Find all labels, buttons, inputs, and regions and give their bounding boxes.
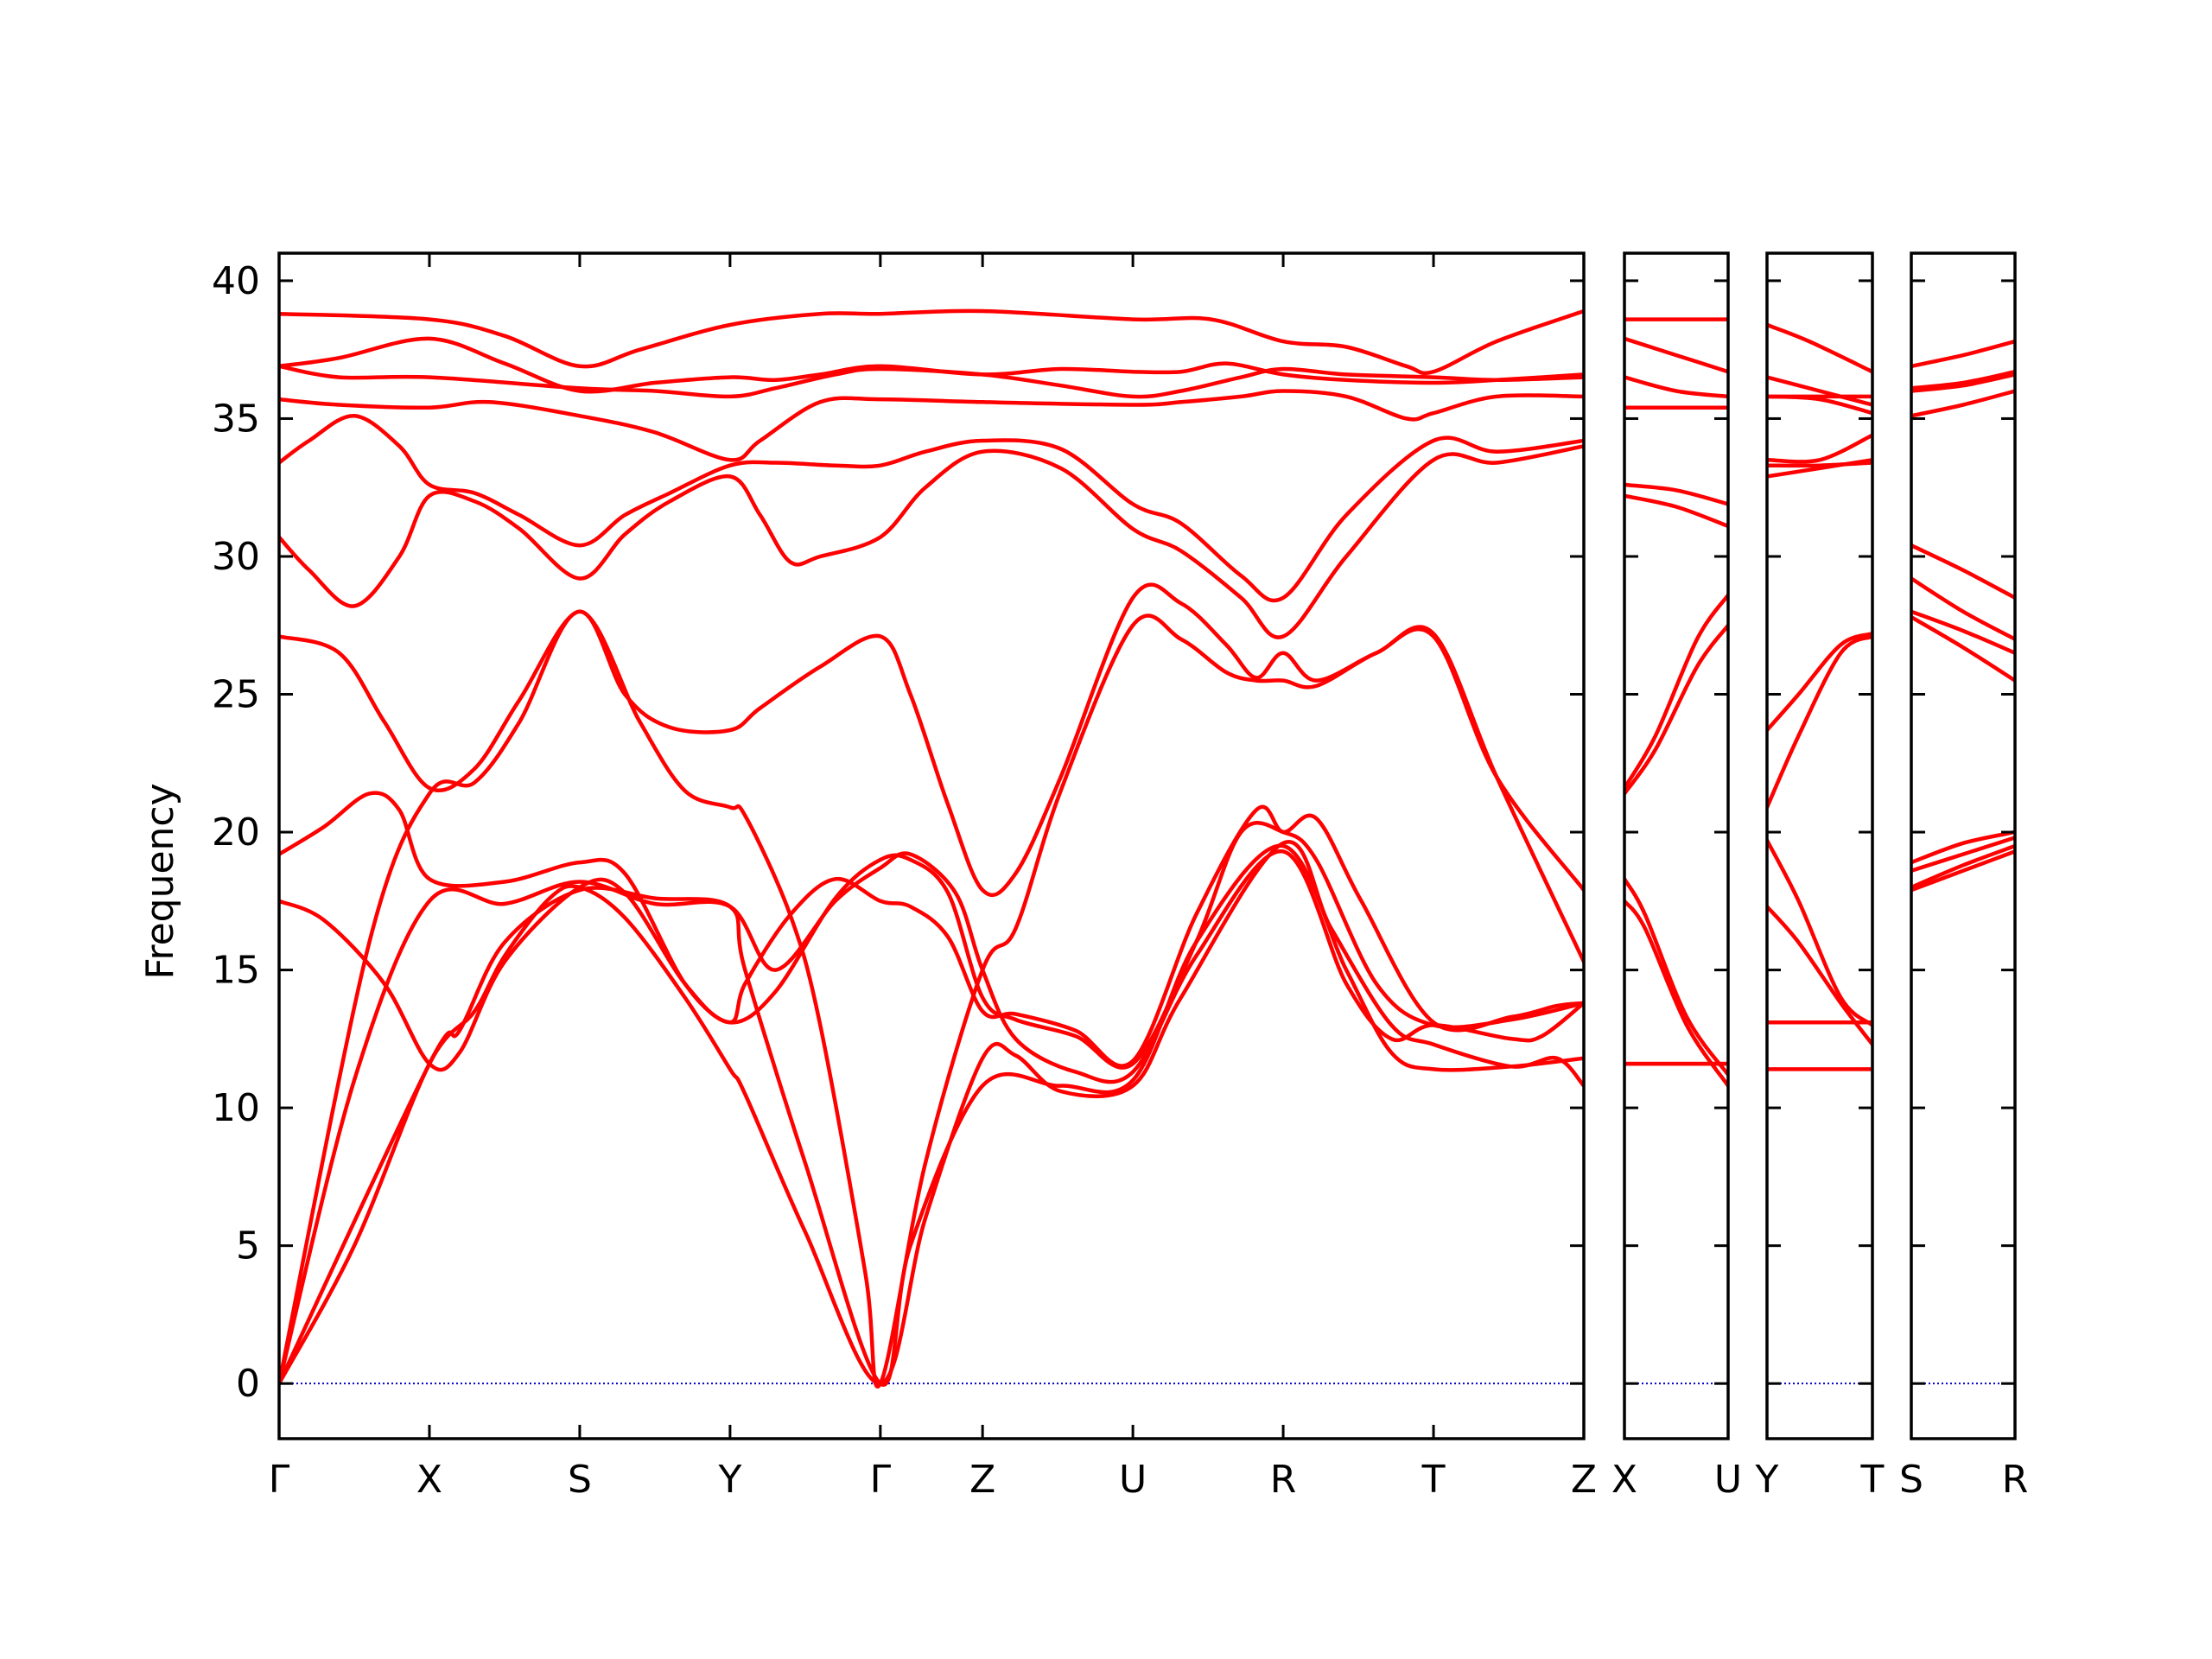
band-line-7 — [1911, 543, 2015, 601]
band-line-4 — [1911, 614, 2015, 683]
band-line-6 — [279, 582, 1584, 964]
band-line-12 — [279, 308, 1584, 376]
bands — [1767, 322, 1872, 1071]
x-tick-label: X — [1611, 1458, 1637, 1502]
band-line-9 — [1911, 372, 2015, 393]
x-tick-label: U — [1714, 1458, 1742, 1502]
band-line-4 — [1767, 634, 1872, 810]
x-tick-label: T — [1860, 1458, 1885, 1502]
band-line-0 — [279, 843, 1584, 1387]
band-line-3 — [279, 609, 1584, 1389]
band-line-5 — [1911, 609, 2015, 655]
panel-frame — [1765, 251, 1874, 1440]
bands — [279, 308, 1584, 1389]
x-tick-label: Y — [717, 1458, 741, 1502]
band-line-2 — [1624, 899, 1728, 1088]
band-line-8 — [1911, 389, 2015, 418]
band-line-5 — [279, 791, 1584, 1068]
y-tick-label: 40 — [212, 259, 260, 303]
band-line-2 — [1767, 904, 1872, 1046]
x-tick-label: R — [2002, 1458, 2029, 1502]
band-line-3 — [1767, 838, 1872, 1027]
band-line-7 — [279, 444, 1584, 639]
band-line-12 — [1767, 322, 1872, 374]
band-line-5 — [1767, 632, 1872, 733]
band-line-6 — [1911, 576, 2015, 641]
band-line-1 — [279, 840, 1584, 1386]
x-tick-label: S — [568, 1458, 592, 1502]
band-line-3 — [1624, 877, 1728, 1077]
x-tick-label: Z — [1571, 1458, 1597, 1502]
y-tick-label: 5 — [236, 1224, 260, 1268]
band-line-11 — [1911, 339, 2015, 369]
band-line-7 — [1624, 482, 1728, 506]
band-line-4 — [1624, 623, 1728, 796]
band-line-11 — [1767, 375, 1872, 407]
bands — [1911, 339, 2015, 893]
band-line-6 — [1624, 493, 1728, 529]
x-tick-label: Γ — [269, 1458, 290, 1502]
y-tick-label: 35 — [212, 397, 260, 441]
y-tick-label: 0 — [236, 1362, 260, 1406]
x-tick-label: Z — [969, 1458, 995, 1502]
band-line-3 — [1911, 830, 2015, 865]
band-line-10 — [1767, 394, 1872, 416]
y-tick-label: 25 — [212, 673, 260, 717]
x-tick-label: T — [1421, 1458, 1446, 1502]
band-line-0 — [1911, 849, 2015, 893]
panel-frame — [1910, 251, 2017, 1440]
panel-frame — [277, 251, 1586, 1440]
x-tick-label: U — [1119, 1458, 1147, 1502]
band-line-7 — [1767, 461, 1872, 468]
band-line-4 — [279, 821, 1584, 1072]
x-tick-label: Y — [1755, 1458, 1779, 1502]
band-line-2 — [1911, 836, 2015, 873]
y-tick-label: 30 — [212, 535, 260, 579]
y-tick-label: 10 — [212, 1086, 260, 1130]
band-line-2 — [279, 849, 1584, 1386]
band-line-11 — [279, 336, 1584, 394]
band-line-5 — [1624, 593, 1728, 791]
x-tick-label: X — [416, 1458, 442, 1502]
x-tick-label: R — [1270, 1458, 1297, 1502]
x-tick-label: S — [1899, 1458, 1923, 1502]
band-line-10 — [1911, 369, 2015, 391]
x-tick-label: Γ — [870, 1458, 892, 1502]
band-line-9 — [279, 389, 1584, 462]
y-axis-label: Frequency — [138, 783, 182, 979]
band-line-10 — [1624, 336, 1728, 374]
y-tick-label: 20 — [212, 810, 260, 855]
band-line-8 — [1767, 433, 1872, 464]
panel-frame — [1623, 251, 1730, 1440]
y-tick-label: 15 — [212, 949, 260, 993]
panel-0: 0 5 10 15 20 25 30 35 40 Γ X S Y Γ Z U R T Z — [212, 251, 1597, 1502]
band-line-9 — [1624, 375, 1728, 399]
band-line-8 — [279, 414, 1584, 603]
bands — [1624, 317, 1728, 1088]
band-line-1 — [1911, 843, 2015, 890]
